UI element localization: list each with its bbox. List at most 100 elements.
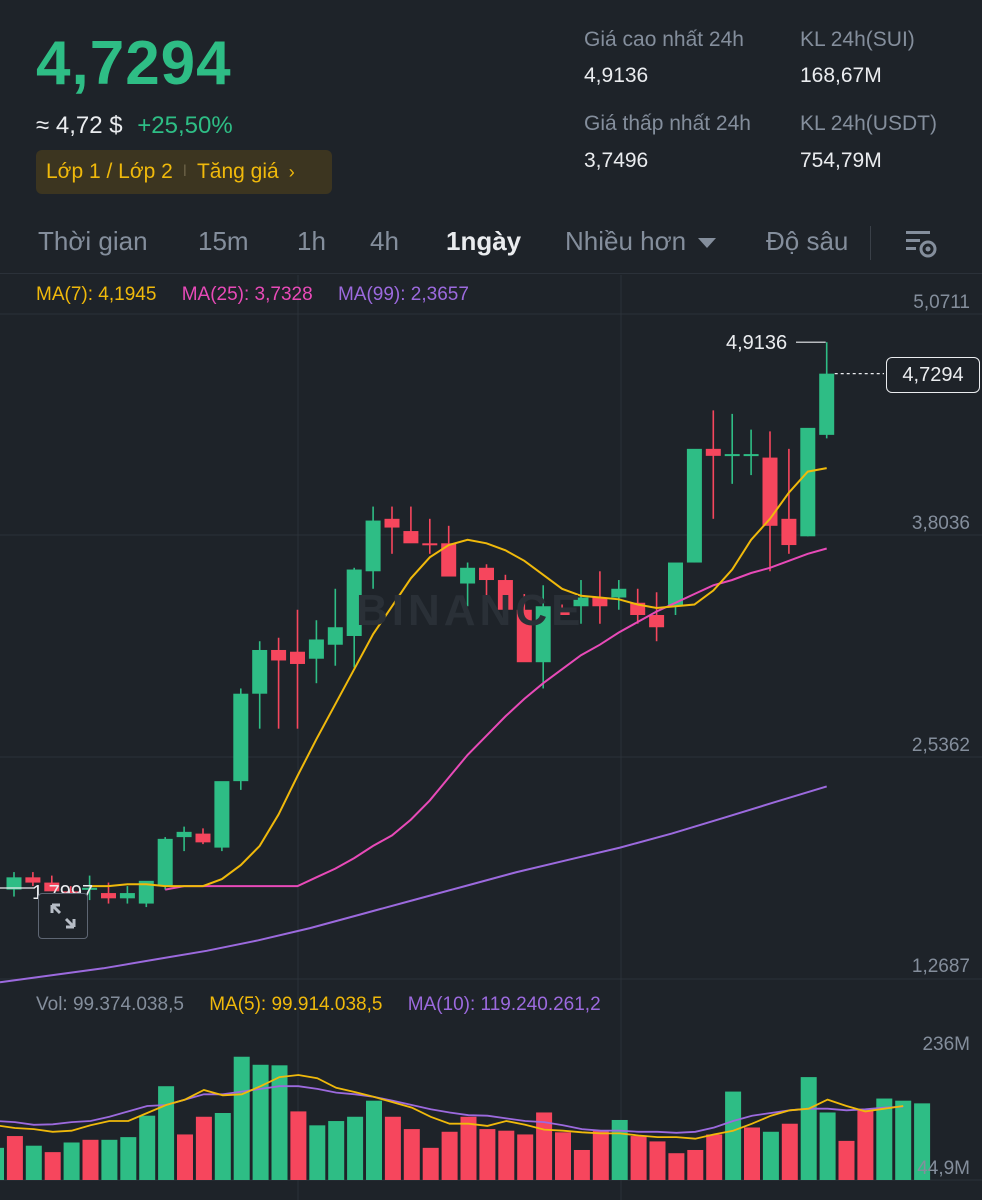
expand-chart-button[interactable] [38,893,88,939]
candle-body [649,615,665,628]
volume-bar [687,1149,704,1180]
volume-bar [895,1100,912,1180]
ma7-line [89,467,827,888]
candle-body [101,893,116,899]
volume-bar [195,1116,212,1180]
chevron-right-icon: › [288,161,295,182]
candle-body [668,562,683,607]
candle-body [441,543,457,577]
candle-body [781,518,797,546]
current-price-tag: 4,7294 [886,357,980,393]
candle-body [138,880,154,904]
volume-value: Vol: 99.374.038,5 [36,994,184,1015]
candle-body [25,877,41,883]
candle-body [346,569,362,636]
candle-body [705,448,721,456]
volume-bar [592,1130,609,1180]
vol-ma5-legend: MA(5): 99.914.038,5 [209,994,383,1015]
volume-bar [158,1086,175,1180]
volume-bar [819,1112,836,1180]
candle-body [460,567,476,584]
price-axis-label: 1,2687 [911,956,970,977]
interval-tabs: Thời gian 15m 1h 4h 1ngày Nhiều hơn Độ s… [0,218,982,266]
price-axis-label: 3,8036 [911,513,970,534]
candle-body [252,649,268,694]
usd-approx: ≈ 4,72 $ [36,112,123,139]
tag-divider: ǀ [182,163,187,180]
candle-body [233,693,249,782]
volume-ma10-line [0,1085,904,1134]
ma99-legend: MA(99): 2,3657 [337,284,469,305]
candle-body [743,454,759,457]
tab-1h[interactable]: 1h [297,226,326,256]
candle-body [479,567,494,581]
candle-body [327,627,343,645]
volume-bar [214,1113,231,1180]
candle-body [724,454,740,457]
volume-bar [101,1139,118,1180]
category-tag[interactable]: Lớp 1 / Lớp 2 ǀ Tăng giá › [36,150,332,194]
tab-more[interactable]: Nhiều hơn [565,226,717,257]
tab-1day[interactable]: 1ngày [446,226,522,256]
high-marker-label: 4,9136 [726,332,788,354]
volume-bar [479,1129,496,1180]
volume-bar [573,1149,590,1180]
candle-body [195,833,211,843]
chart-settings-icon[interactable] [904,226,938,260]
volume-bar [44,1152,61,1180]
candle-body [44,882,60,892]
tab-15m[interactable]: 15m [198,226,249,256]
vol-quote-label: KL 24h(USDT) [800,112,937,135]
volume-bar [384,1116,401,1180]
tab-more-label: Nhiều hơn [565,226,687,256]
high-24h-label: Giá cao nhất 24h [584,28,744,51]
candle-body [535,606,551,663]
candle-body [308,639,324,659]
volume-bar [668,1153,685,1180]
candle-body [214,781,230,848]
volume-bar [857,1108,874,1180]
volume-bar [876,1098,893,1180]
candle-body [516,609,532,663]
candle-body [119,893,135,899]
change-percent: +25,50% [137,112,233,139]
low-24h-label: Giá thấp nhất 24h [584,112,751,135]
candle-body [573,597,589,607]
ma25-legend: MA(25): 3,7328 [181,284,313,305]
volume-bar [441,1131,458,1180]
volume-bar [781,1123,798,1180]
volume-bar [6,1136,23,1180]
tag-trend[interactable]: Tăng giá [196,160,279,183]
tabs-bottom-border [0,273,982,274]
candle-body [6,877,22,890]
volume-bar [630,1136,647,1180]
volume-bar [460,1116,477,1180]
candle-body [82,887,98,890]
candle-body [365,520,381,572]
volume-bar [498,1130,515,1180]
caret-down-icon [698,238,717,249]
volume-bar [82,1139,99,1180]
tabs-divider [870,226,871,260]
tab-depth[interactable]: Độ sâu [766,226,849,256]
candle-body [384,518,400,528]
volume-bar [271,1065,288,1180]
candle-body [762,457,778,526]
candle-body [592,597,608,607]
volume-bar [744,1127,760,1180]
tab-time[interactable]: Thời gian [38,226,148,256]
ma-legend: MA(7): 4,1945 MA(25): 3,7328 MA(99): 2,3… [36,284,469,306]
volume-bar [800,1077,817,1180]
volume-bar [649,1141,666,1180]
candle-body [554,609,570,616]
tab-4h[interactable]: 4h [370,226,399,256]
binance-watermark: BINANCE [356,586,585,635]
volume-bar [290,1111,307,1180]
candle-body [800,427,816,537]
vol-ma10-legend: MA(10): 119.240.261,2 [407,994,601,1015]
price-axis-label: 2,5362 [911,735,970,756]
candle-body [271,649,287,661]
volume-bar [347,1116,364,1180]
tag-layer[interactable]: Lớp 1 / Lớp 2 [46,160,173,183]
